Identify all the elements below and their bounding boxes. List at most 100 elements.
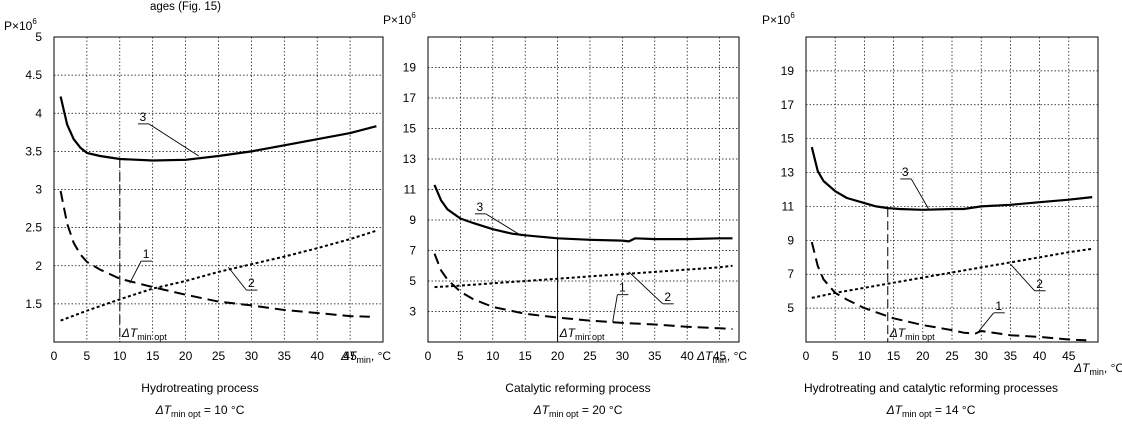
optimum-marker-sub: min opt	[137, 332, 167, 342]
x-axis-label: ΔTmin, °C	[1073, 361, 1122, 377]
x-tick-label: 0	[51, 349, 58, 363]
x-tick-label: 35	[648, 349, 662, 363]
y-tick-label: 5	[409, 274, 416, 288]
x-axis-label-symbol: ΔT	[1073, 361, 1091, 375]
optimum-marker-sub: min opt	[575, 332, 605, 342]
series-line-1	[433, 253, 733, 330]
y-axis-label-text: P×10	[4, 19, 33, 33]
series-line-2	[811, 247, 1093, 299]
optimum-marker-symbol: ΔT	[559, 326, 577, 340]
y-tick-label: 13	[403, 152, 417, 166]
y-tick-label: 9	[409, 213, 416, 227]
chart-subtitle-value: = 14 °C	[932, 403, 976, 417]
y-tick-label: 1.5	[25, 297, 42, 311]
x-axis-label-symbol: ΔT	[696, 349, 714, 363]
y-tick-label: 17	[403, 91, 417, 105]
x-tick-label: 45	[1062, 349, 1076, 363]
chart-title: Hydrotreating and catalytic reforming pr…	[804, 381, 1058, 395]
curve-label-3: 3	[902, 165, 909, 179]
x-tick-label: 30	[616, 349, 630, 363]
x-tick-label: 10	[486, 349, 500, 363]
y-axis-label: P×106	[383, 11, 416, 27]
chart-subtitle-sub: min opt	[171, 409, 201, 419]
x-tick-label: 25	[212, 349, 226, 363]
chart-panel-1: 0 5 10 15 20 25 30 35 40 451.522.533.544.55P×106Δ…	[4, 17, 391, 419]
y-axis-label: P×106	[762, 11, 795, 27]
x-tick-label: 20	[551, 349, 565, 363]
x-tick-label: 10	[858, 349, 872, 363]
y-axis-label-text: P×10	[762, 13, 791, 27]
curve-label-1: 1	[143, 247, 150, 261]
curve-label-3: 3	[139, 110, 146, 124]
chart-subtitle: ΔTmin opt = 14 °C	[886, 403, 976, 419]
x-tick-label: 45	[713, 349, 727, 363]
x-tick-label: 25	[945, 349, 959, 363]
x-tick-label: 25	[583, 349, 597, 363]
y-tick-label: 2.5	[25, 221, 42, 235]
x-tick-label: 35	[1004, 349, 1018, 363]
x-axis-label: ΔTmin, °C	[340, 349, 391, 365]
series-line-1	[59, 190, 370, 318]
series-line-3	[433, 184, 733, 243]
plot-frame	[427, 36, 740, 343]
y-axis-label-text: P×10	[383, 13, 412, 27]
y-tick-label: 11	[404, 183, 417, 197]
chart-subtitle-sub: min opt	[549, 409, 579, 419]
chart-title: Catalytic reforming process	[505, 381, 650, 395]
x-axis-label-sub: min	[356, 355, 371, 365]
curve-label-leader	[485, 213, 523, 237]
chart-title: Hydrotreating process	[141, 381, 258, 395]
x-axis-label-sub: min	[712, 355, 727, 365]
x-axis-label-unit: , °C	[371, 349, 391, 363]
x-tick-label: 15	[887, 349, 901, 363]
curve-label-leader	[628, 271, 664, 305]
y-tick-label: 19	[781, 64, 795, 78]
y-axis-label-exponent: 6	[411, 11, 416, 20]
chart-subtitle-sub: min opt	[902, 409, 932, 419]
series-line-3	[810, 146, 1093, 211]
x-tick-label: 35	[278, 349, 292, 363]
y-tick-label: 3.5	[25, 144, 42, 158]
curve-label-leader	[612, 294, 618, 323]
x-tick-label: 20	[916, 349, 930, 363]
y-tick-label: 13	[781, 166, 795, 180]
series-line-2	[60, 229, 377, 322]
x-axis-label: ΔTmin, °C	[696, 349, 747, 365]
optimum-marker-symbol: ΔT	[121, 326, 139, 340]
chart-panel-3: 0 5 10 15 20 25 30 35 40 455791113151719P×106ΔTmi…	[762, 11, 1122, 419]
chart-subtitle-symbol: ΔT	[533, 403, 551, 417]
x-axis-label-sub: min	[1089, 367, 1104, 377]
optimum-marker-label: ΔTmin opt	[889, 326, 935, 342]
y-tick-label: 7	[787, 267, 794, 281]
plot-frame	[805, 36, 1099, 343]
y-tick-label: 3	[409, 305, 416, 319]
optimum-marker-label: ΔTmin opt	[121, 326, 167, 342]
y-tick-label: 2	[35, 259, 42, 273]
curve-label-2: 2	[664, 290, 671, 304]
chart-subtitle-symbol: ΔT	[886, 403, 904, 417]
optimum-marker-symbol: ΔT	[889, 326, 907, 340]
y-axis-label-exponent: 6	[790, 11, 795, 20]
y-tick-label: 11	[782, 199, 795, 213]
chart-subtitle: ΔTmin opt = 20 °C	[533, 403, 623, 419]
curve-label-1: 1	[995, 299, 1002, 313]
y-tick-label: 4.5	[25, 68, 42, 82]
optimum-marker-label: ΔTmin opt	[559, 326, 605, 342]
y-tick-label: 15	[781, 132, 795, 146]
curve-label-leader	[977, 312, 995, 333]
chart-subtitle-value: = 10 °C	[201, 403, 245, 417]
chart-subtitle-symbol: ΔT	[155, 403, 173, 417]
optimum-marker-sub: min opt	[905, 332, 935, 342]
x-tick-label: 5	[457, 349, 464, 363]
y-tick-label: 19	[403, 61, 417, 75]
curve-label-leader	[129, 260, 142, 284]
x-tick-label: 20	[179, 349, 193, 363]
x-tick-label: 5	[84, 349, 91, 363]
curve-label-leader	[148, 123, 200, 157]
chart-panel-2: 0 5 10 15 20 25 30 35 40 4535791113151719P×106ΔTm…	[383, 11, 747, 419]
x-tick-label: 40	[1033, 349, 1047, 363]
x-axis-label-unit: , °C	[1104, 361, 1122, 375]
chart-subtitle: ΔTmin opt = 10 °C	[155, 403, 245, 419]
y-axis-label: P×106	[4, 17, 37, 33]
